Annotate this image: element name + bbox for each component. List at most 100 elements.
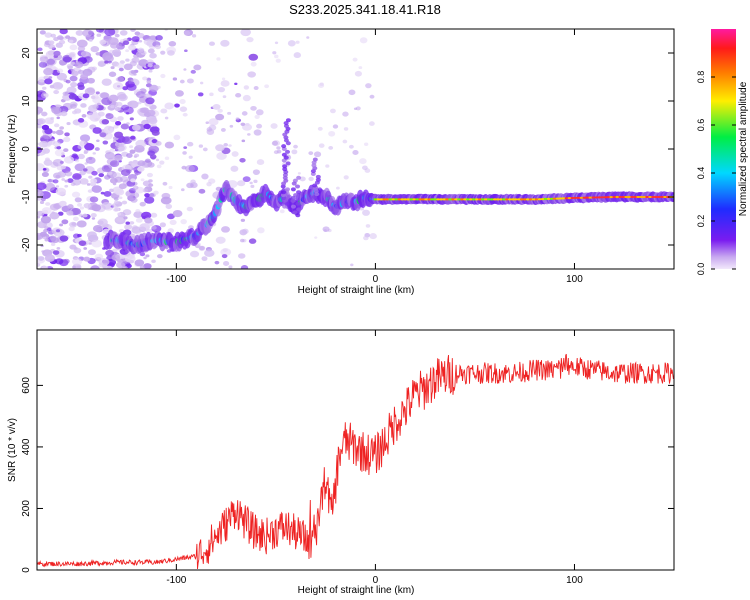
heat-cell [209,92,214,97]
heat-cell [156,164,162,169]
heat-cell [192,34,197,38]
heat-cell [248,238,257,244]
heat-cell [87,189,93,193]
heat-cell [65,79,71,84]
heat-cell [37,118,46,125]
x-tick-label: 100 [566,274,583,285]
heat-cell [253,86,259,91]
heat-cell [162,181,168,186]
ridge-peak [403,198,408,201]
heat-cell [104,60,109,64]
heat-cell [285,161,291,166]
heat-cell [79,206,85,210]
heat-cell [64,170,73,177]
heat-cell [284,201,290,206]
heat-cell [223,142,229,147]
heat-cell [147,150,155,157]
ridge-peak [570,196,575,200]
heat-cell [198,144,204,148]
heat-cell [79,140,87,146]
heat-cell [359,37,368,44]
heat-cell [350,263,354,267]
heat-cell [146,79,152,84]
heat-cell [75,30,84,36]
heat-cell [306,36,310,39]
heat-cell [252,169,260,176]
heat-cell [101,164,113,173]
ridge-peak [487,198,491,201]
heat-cell [153,190,159,195]
heat-cell [92,104,99,110]
heat-cell [123,216,128,220]
heat-cell [117,116,124,121]
heat-cell [159,160,165,165]
heat-cell [202,147,208,152]
ridge-peak [472,198,476,201]
heat-cell [69,75,78,82]
heat-cell [118,183,127,190]
ridge-peak [439,198,443,201]
heat-cell [101,52,113,61]
heat-cell [147,162,155,168]
ridge-peak [409,198,414,201]
heat-cell [108,60,112,64]
heat-cell [44,78,53,85]
heat-cell [89,114,101,122]
heat-cell [172,77,178,81]
y-tick-label: 600 [21,377,32,394]
ridge-peak [549,197,554,200]
ridge-peak [504,198,509,201]
heat-cell [40,197,46,202]
heat-cell [125,112,130,115]
heat-cell [70,82,78,88]
heat-cell [130,79,134,82]
heat-cell [37,215,41,219]
heat-cell [79,134,91,142]
heat-cell [243,85,250,90]
heat-cell [96,33,102,37]
heat-cell [310,171,316,176]
x-tick-label: 100 [566,575,583,586]
heat-cell [143,123,151,130]
heat-cell [352,57,358,62]
heat-cell [97,111,105,117]
heat-cell [43,93,48,97]
heat-cell [83,168,88,172]
heat-cell [100,191,105,195]
heat-cell [149,52,157,59]
ridge-peak [463,198,467,201]
heat-cell [151,225,157,230]
heat-cell [242,176,251,183]
heat-cell [274,54,279,59]
heat-cell [56,35,64,40]
ridge-peak [612,195,617,199]
heat-cell [91,217,96,220]
ridge-peak [624,195,629,199]
ridge-peak [645,195,649,199]
heat-cell [150,156,156,160]
heat-cell [69,44,78,51]
heat-cell [114,33,120,38]
heat-cell [325,164,330,168]
heat-cell [102,140,109,145]
heat-cell [240,218,246,222]
heat-cell [63,156,75,164]
heat-cell [154,44,161,50]
heat-cell [104,152,115,160]
heat-cell [99,132,107,138]
y-tick-label: 10 [21,95,32,107]
heat-cell [165,203,173,210]
heat-cell [68,226,75,232]
heat-cell [37,196,43,201]
heat-cell [69,221,77,228]
heat-cell [129,117,134,121]
heat-cell [112,82,124,90]
heat-cell [54,123,60,128]
heat-cell [118,67,124,72]
heat-cell [129,259,135,264]
heat-cell [256,123,263,129]
ridge-peak [519,198,524,201]
heat-cell [41,207,52,215]
heat-cell [110,66,115,70]
